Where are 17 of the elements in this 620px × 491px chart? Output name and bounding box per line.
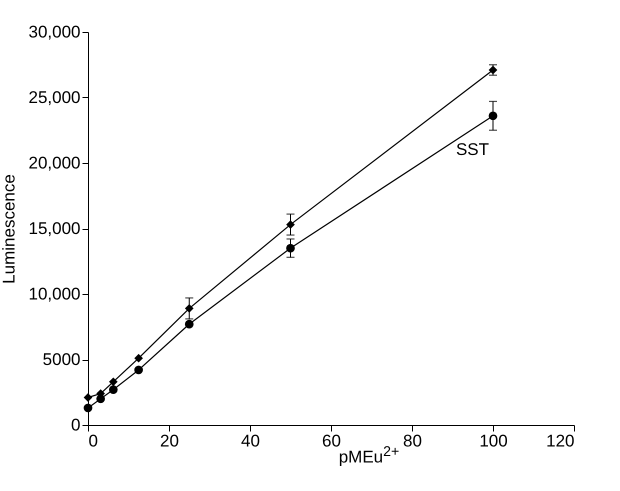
x-tick-label: 60 (322, 432, 341, 450)
y-tick-label: 25,000 (28, 88, 80, 107)
y-tick-label: 5000 (42, 350, 80, 369)
y-axis-title: Luminescence (0, 174, 19, 284)
x-tick-label: 20 (160, 432, 179, 450)
x-tick-label: 80 (403, 432, 422, 450)
y-tick-label: 20,000 (28, 154, 80, 172)
series-label: SST (456, 140, 489, 159)
x-axis-title: pMEu$^{2+}$ (338, 444, 400, 467)
x-tick-label: 120 (546, 432, 574, 450)
x-tick-label: 0 (88, 432, 98, 450)
x-tick-label: 40 (241, 432, 260, 450)
x-tick-label: 100 (479, 432, 508, 450)
y-tick-label: 0 (71, 416, 80, 434)
y-tick-label: 30,000 (28, 22, 80, 42)
y-tick-label: 15,000 (28, 219, 80, 238)
y-tick-label: 10,000 (28, 284, 80, 304)
